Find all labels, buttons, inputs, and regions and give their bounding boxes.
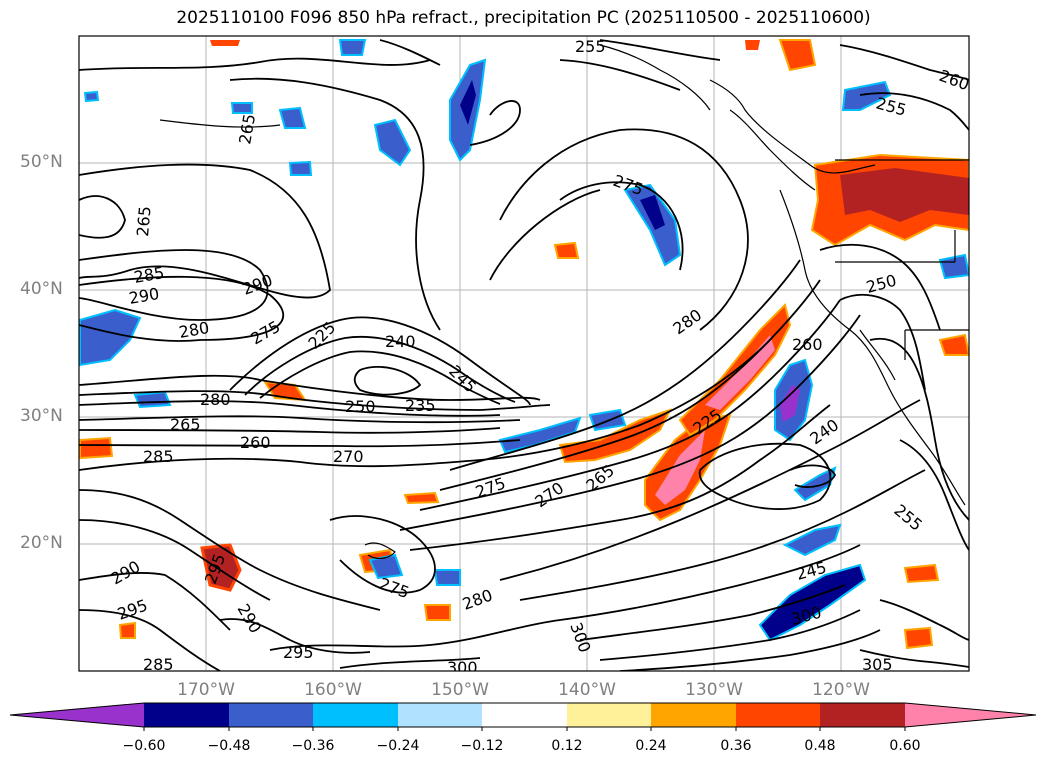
lon-label-150w: 150°W: [431, 680, 489, 700]
contour-label: 255: [575, 37, 606, 56]
lat-label-20n: 20°N: [20, 533, 63, 553]
contour-label: 265: [235, 112, 259, 145]
contour-label: 300: [566, 620, 594, 655]
contour-label: 290: [127, 284, 160, 308]
contour-label: 250: [864, 271, 898, 297]
contour-label: 260: [937, 66, 972, 94]
contour-label: 280: [669, 305, 705, 338]
contour-label: 275: [377, 574, 412, 602]
contour-label: 285: [132, 263, 165, 287]
colorbar-bin: [313, 703, 398, 727]
colorbar: [9, 702, 1037, 731]
coastline: [159, 44, 969, 559]
colorbar-bin: [736, 703, 820, 727]
contour-label: 260: [240, 433, 271, 452]
colorbar-tick-label: −0.24: [376, 738, 420, 754]
contour-label: 235: [405, 396, 436, 415]
colorbar-bin: [482, 703, 567, 727]
colorbar-tick-label: 0.60: [889, 738, 921, 754]
map-frame: [78, 35, 970, 672]
lon-label-160w: 160°W: [304, 680, 362, 700]
lon-label-120w: 120°W: [812, 680, 870, 700]
contour-label: 260: [792, 335, 823, 354]
colorbar-tick-label: 0.24: [635, 738, 667, 754]
precip-negative-areas: [79, 39, 969, 642]
colorbar-bin: [229, 703, 313, 727]
colorbar-tick-label: 0.48: [804, 738, 836, 754]
colorbar-tick-label: −0.36: [291, 738, 335, 754]
colorbar-bin: [144, 703, 229, 727]
contour-label: 285: [143, 655, 174, 674]
lon-label-170w: 170°W: [177, 680, 235, 700]
colorbar-tick-label: 0.12: [551, 738, 583, 754]
contour-label: 295: [283, 643, 314, 662]
colorbar-bin: [567, 703, 651, 727]
contour-label: 305: [862, 655, 893, 674]
map-title: 2025110100 F096 850 hPa refract., precip…: [176, 8, 871, 28]
contour-label: 275: [248, 317, 284, 349]
colorbar-tick-label: −0.48: [207, 738, 251, 754]
contour-label: 295: [115, 595, 150, 623]
contour-label: 300: [447, 658, 478, 677]
colorbar-tick-label: −0.60: [122, 738, 166, 754]
contour-label: 280: [460, 585, 495, 613]
colorbar-tick-label: 0.36: [720, 738, 752, 754]
lat-label-40n: 40°N: [20, 279, 63, 299]
contour-label: 265: [170, 415, 201, 434]
colorbar-bin: [820, 703, 905, 727]
contour-label: 270: [333, 447, 364, 466]
contour-label: 280: [200, 390, 231, 409]
lat-label-30n: 30°N: [20, 406, 63, 426]
contour-label: 245: [445, 361, 480, 396]
map-plot-area: 255 260 255 265 265 285 290 290 280 275 …: [79, 36, 972, 677]
contour-label: 290: [108, 557, 144, 589]
lon-label-130w: 130°W: [685, 680, 743, 700]
colorbar-bin: [398, 703, 482, 727]
colorbar-extend-right: [905, 703, 1036, 727]
contour-label: 255: [874, 94, 908, 120]
contour-label: 255: [890, 501, 926, 535]
colorbar-bin: [651, 703, 736, 727]
lat-label-50n: 50°N: [20, 152, 63, 172]
refractivity-contours: [79, 39, 969, 671]
contour-label: 265: [582, 461, 618, 495]
contour-label: 265: [133, 205, 155, 237]
precip-positive-areas: [79, 39, 969, 650]
contour-label: 225: [304, 318, 339, 353]
lon-label-140w: 140°W: [558, 680, 616, 700]
contour-label: 270: [531, 478, 567, 511]
contour-label: 240: [385, 332, 416, 351]
contour-label: 275: [473, 473, 508, 501]
contour-label: 285: [143, 447, 174, 466]
colorbar-extend-left: [10, 703, 144, 727]
colorbar-tick-label: −0.12: [460, 738, 504, 754]
contour-label: 250: [345, 397, 376, 416]
contour-label: 275: [611, 171, 646, 199]
